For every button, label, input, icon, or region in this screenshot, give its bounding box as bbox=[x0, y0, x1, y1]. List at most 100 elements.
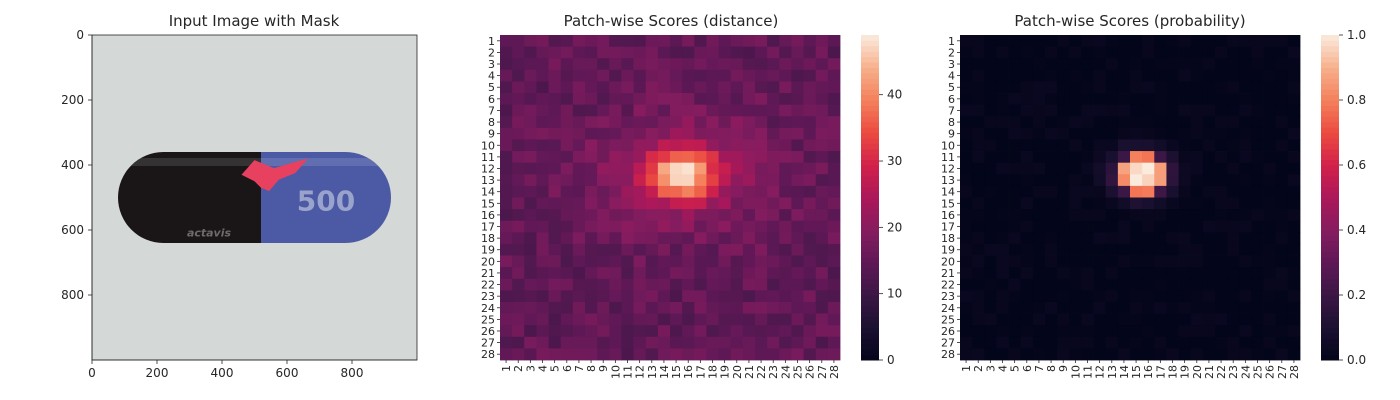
heatmap-cell bbox=[597, 313, 610, 326]
heatmap-cell bbox=[960, 243, 973, 256]
heatmap-cell bbox=[960, 127, 973, 140]
heatmap-cell bbox=[1287, 58, 1301, 71]
heatmap-cell bbox=[1130, 58, 1143, 71]
heatmap-cell bbox=[500, 313, 513, 326]
colorbar-segment bbox=[861, 202, 879, 209]
heatmap-cell bbox=[791, 151, 804, 164]
heatmap-cell bbox=[1178, 290, 1192, 303]
heatmap-cell bbox=[536, 255, 549, 268]
heatmap-cell bbox=[996, 232, 1009, 245]
heatmap-cell bbox=[718, 255, 732, 268]
heatmap-cell bbox=[1105, 151, 1119, 164]
heatmap-cell bbox=[1045, 185, 1058, 198]
heatmap-cell bbox=[524, 209, 537, 222]
heatmap-cell bbox=[767, 243, 780, 256]
heatmap-cell bbox=[827, 313, 841, 326]
heatmap-cell bbox=[803, 104, 817, 117]
heatmap-cell bbox=[742, 104, 756, 117]
heatmap-cell bbox=[984, 336, 997, 349]
heatmap-cell bbox=[996, 185, 1009, 198]
heatmap-cell bbox=[585, 139, 598, 152]
heatmap-cell bbox=[1032, 278, 1046, 291]
heatmap-cell bbox=[500, 255, 513, 268]
heatmap-cell bbox=[609, 325, 622, 338]
heatmap-cell bbox=[1190, 69, 1204, 82]
distance-heatmap-axes: 1234567891011121314151617181920212223242… bbox=[481, 35, 841, 379]
heatmap-cell bbox=[1275, 255, 1289, 268]
heatmap-cell bbox=[512, 301, 525, 314]
heatmap-cell bbox=[1287, 197, 1301, 210]
heatmap-cell bbox=[1178, 69, 1192, 82]
heatmap-cell bbox=[706, 325, 719, 338]
heatmap-cell bbox=[524, 220, 537, 233]
colorbar-segment bbox=[1321, 45, 1339, 52]
heatmap-cell bbox=[657, 93, 671, 106]
col-tick-label: 14 bbox=[1118, 365, 1131, 379]
heatmap-cell bbox=[803, 267, 817, 280]
heatmap-cell bbox=[645, 348, 659, 361]
heatmap-cell bbox=[1081, 104, 1094, 117]
heatmap-cell bbox=[791, 174, 804, 187]
heatmap-cell bbox=[1130, 325, 1143, 338]
col-tick-label: 13 bbox=[646, 365, 659, 379]
heatmap-cell bbox=[500, 139, 513, 152]
heatmap-cell bbox=[512, 348, 525, 361]
heatmap-cell bbox=[1008, 220, 1022, 233]
heatmap-cell bbox=[609, 313, 622, 326]
heatmap-cell bbox=[572, 301, 586, 314]
heatmap-cell bbox=[682, 232, 695, 245]
heatmap-cell bbox=[803, 93, 817, 106]
heatmap-cell bbox=[1130, 336, 1143, 349]
heatmap-cell bbox=[767, 174, 780, 187]
heatmap-cell bbox=[1263, 313, 1277, 326]
heatmap-cell bbox=[1275, 35, 1289, 48]
heatmap-cell bbox=[657, 278, 671, 291]
heatmap-cell bbox=[960, 174, 973, 187]
heatmap-cell bbox=[1020, 116, 1034, 129]
heatmap-cell bbox=[1057, 197, 1070, 210]
heatmap-cell bbox=[1251, 104, 1264, 117]
heatmap-cell bbox=[536, 336, 549, 349]
heatmap-cell bbox=[996, 93, 1009, 106]
heatmap-cell bbox=[1008, 46, 1022, 59]
heatmap-cell bbox=[609, 290, 622, 303]
heatmap-cell bbox=[645, 81, 659, 94]
heatmap-cell bbox=[1008, 278, 1022, 291]
heatmap-cell bbox=[742, 243, 756, 256]
heatmap-cell bbox=[633, 162, 647, 175]
heatmap-cell bbox=[1251, 58, 1264, 71]
heatmap-cell bbox=[1190, 81, 1204, 94]
heatmap-cell bbox=[621, 197, 634, 210]
heatmap-cell bbox=[536, 313, 549, 326]
col-tick-label: 3 bbox=[984, 365, 997, 372]
heatmap-cell bbox=[670, 232, 683, 245]
heatmap-cell bbox=[1081, 255, 1094, 268]
heatmap-cell bbox=[996, 104, 1009, 117]
heatmap-cell bbox=[621, 116, 634, 129]
heatmap-cell bbox=[694, 232, 707, 245]
heatmap-cell bbox=[1069, 58, 1082, 71]
heatmap-cell bbox=[524, 58, 537, 71]
heatmap-cell bbox=[682, 209, 695, 222]
heatmap-cell bbox=[560, 116, 574, 129]
heatmap-cell bbox=[1190, 139, 1204, 152]
heatmap-cell bbox=[633, 243, 647, 256]
heatmap-cell bbox=[1045, 348, 1058, 361]
heatmap-cell bbox=[1239, 209, 1252, 222]
col-tick-label: 16 bbox=[1142, 365, 1155, 379]
row-tick-label: 7 bbox=[948, 104, 955, 117]
heatmap-cell bbox=[767, 185, 780, 198]
heatmap-cell bbox=[1057, 313, 1070, 326]
heatmap-cell bbox=[803, 69, 817, 82]
heatmap-cell bbox=[633, 185, 647, 198]
heatmap-cell bbox=[1275, 278, 1289, 291]
heatmap-cell bbox=[536, 267, 549, 280]
heatmap-cell bbox=[500, 325, 513, 338]
heatmap-cell bbox=[585, 301, 598, 314]
heatmap-cell bbox=[512, 35, 525, 48]
heatmap-cell bbox=[512, 185, 525, 198]
heatmap-cell bbox=[1105, 197, 1119, 210]
heatmap-cell bbox=[1142, 348, 1155, 361]
heatmap-cell bbox=[1130, 348, 1143, 361]
heatmap-cell bbox=[1166, 278, 1179, 291]
